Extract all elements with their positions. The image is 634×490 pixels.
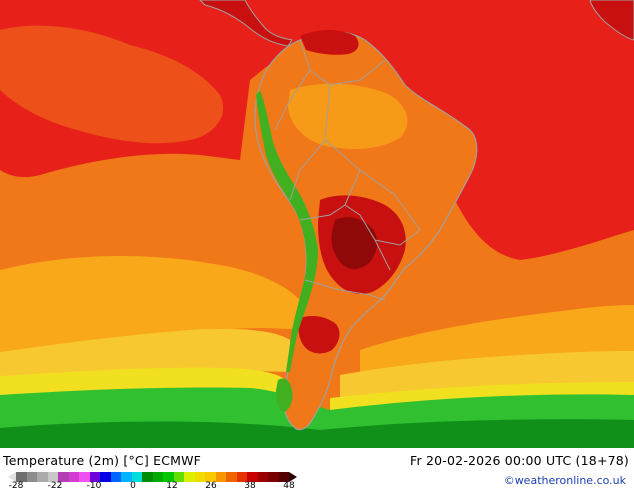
legend-swatch [58, 472, 69, 482]
legend-swatch [110, 472, 121, 482]
temperature-map [0, 0, 634, 448]
legend-swatch [205, 472, 216, 482]
legend-swatch [184, 472, 195, 482]
legend-swatch [47, 472, 58, 482]
legend-left-arrow [8, 472, 16, 482]
legend-tick-label: 48 [283, 481, 295, 490]
africa-coast [589, 0, 634, 41]
legend-tick-label: 0 [130, 481, 136, 490]
credit-link[interactable]: ©weatheronline.co.uk [503, 474, 626, 487]
andes-cold-strip [256, 90, 318, 372]
valid-time: Fr 20-02-2026 00:00 UTC (18+78) [410, 453, 629, 468]
legend-swatch [68, 472, 79, 482]
legend-swatch [257, 472, 268, 482]
legend-swatch [37, 472, 48, 482]
legend-tick-label: 26 [205, 481, 217, 490]
map-title: Temperature (2m) [°C] ECMWF [3, 453, 202, 468]
legend-right-arrow [289, 472, 297, 482]
legend-swatch [142, 472, 153, 482]
legend-swatch [236, 472, 247, 482]
legend-swatch [131, 472, 142, 482]
legend-swatch [89, 472, 100, 482]
map-footer: Temperature (2m) [°C] ECMWF Fr 20-02-202… [0, 448, 634, 490]
legend-bar [16, 472, 289, 482]
legend-tick-label: -28 [8, 481, 24, 490]
legend-tick-label: 38 [244, 481, 256, 490]
ocean-warm-patch-nw [0, 25, 224, 144]
land-hot-patagonia [298, 316, 340, 354]
legend-swatch [268, 472, 279, 482]
tierra-del-fuego-green [276, 378, 293, 412]
land-very-hot-core [331, 217, 378, 270]
legend-swatch [16, 472, 27, 482]
legend-swatch [226, 472, 237, 482]
legend-swatch [26, 472, 37, 482]
legend-swatch [152, 472, 163, 482]
legend-swatch [173, 472, 184, 482]
legend-swatch [79, 472, 90, 482]
legend-swatch [194, 472, 205, 482]
legend-swatch [163, 472, 174, 482]
legend-tick-label: -22 [47, 481, 63, 490]
legend-tick-label: 12 [166, 481, 178, 490]
legend-swatch [215, 472, 226, 482]
color-legend: -28 -22 -10 0 12 26 38 48 [8, 472, 298, 490]
country-borders [274, 39, 421, 301]
land-hot-north [300, 30, 359, 55]
central-america-land [199, 0, 293, 47]
land-warm-amazon [288, 83, 408, 150]
legend-swatch [247, 472, 258, 482]
ocean-mild-band [0, 255, 300, 362]
legend-swatch [278, 472, 289, 482]
ocean-dark-green-south [0, 419, 634, 448]
legend-swatch [121, 472, 132, 482]
legend-swatch [100, 472, 111, 482]
legend-tick-label: -10 [86, 481, 102, 490]
map-canvas [0, 0, 634, 448]
